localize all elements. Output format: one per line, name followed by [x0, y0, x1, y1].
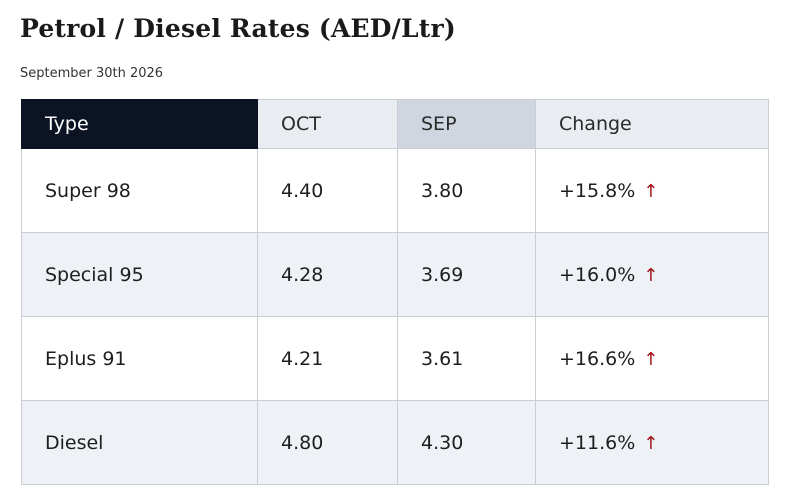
fuel-type-cell: Special 95 — [21, 232, 258, 317]
change-value: +16.0% — [559, 263, 636, 286]
column-header-type: Type — [21, 99, 258, 149]
page-title: Petrol / Diesel Rates (AED/Ltr) — [20, 14, 456, 43]
fuel-rates-table: Type OCT SEP Change Super 98 4.40 3.80 +… — [21, 99, 769, 485]
arrow-up-icon: ↑ — [643, 432, 659, 454]
oct-price-cell: 4.80 — [257, 400, 398, 485]
arrow-up-icon: ↑ — [643, 180, 659, 202]
oct-price-cell: 4.40 — [257, 148, 398, 233]
sep-price-cell: 4.30 — [397, 400, 536, 485]
oct-price-cell: 4.21 — [257, 316, 398, 401]
table-row: Special 95 4.28 3.69 +16.0% ↑ — [21, 232, 769, 317]
arrow-up-icon: ↑ — [643, 264, 659, 286]
table-row: Eplus 91 4.21 3.61 +16.6% ↑ — [21, 316, 769, 401]
change-cell: +11.6% ↑ — [535, 400, 769, 485]
fuel-type-cell: Eplus 91 — [21, 316, 258, 401]
oct-price-cell: 4.28 — [257, 232, 398, 317]
change-value: +15.8% — [559, 179, 636, 202]
date-label: September 30th 2026 — [20, 66, 164, 81]
arrow-up-icon: ↑ — [643, 348, 659, 370]
column-header-sep: SEP — [397, 99, 536, 149]
change-value: +11.6% — [559, 431, 636, 454]
table-header-row: Type OCT SEP Change — [21, 99, 769, 149]
table-row: Super 98 4.40 3.80 +15.8% ↑ — [21, 148, 769, 233]
sep-price-cell: 3.69 — [397, 232, 536, 317]
column-header-change: Change — [535, 99, 769, 149]
change-value: +16.6% — [559, 347, 636, 370]
change-cell: +16.0% ↑ — [535, 232, 769, 317]
fuel-type-cell: Diesel — [21, 400, 258, 485]
fuel-type-cell: Super 98 — [21, 148, 258, 233]
sep-price-cell: 3.80 — [397, 148, 536, 233]
change-cell: +16.6% ↑ — [535, 316, 769, 401]
column-header-oct: OCT — [257, 99, 398, 149]
table-row: Diesel 4.80 4.30 +11.6% ↑ — [21, 400, 769, 485]
change-cell: +15.8% ↑ — [535, 148, 769, 233]
sep-price-cell: 3.61 — [397, 316, 536, 401]
